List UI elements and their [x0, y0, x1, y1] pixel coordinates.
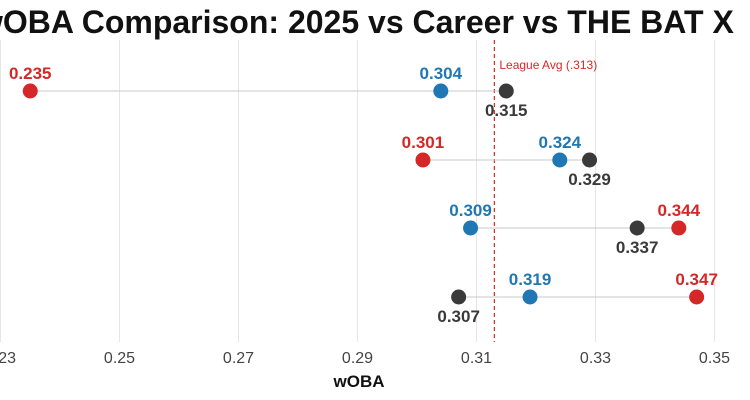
x-tick-label: 0.29	[342, 350, 373, 367]
data-point	[415, 152, 431, 168]
data-label: 0.347	[675, 270, 718, 289]
data-point	[433, 83, 449, 99]
reference-line-group: League Avg (.313)	[493, 40, 597, 342]
data-point	[629, 220, 645, 236]
plot-row: 0.301 0.324 0.329	[402, 133, 611, 189]
data-point	[671, 220, 687, 236]
data-label: 0.309	[449, 201, 492, 220]
chart-title: wOBA Comparison: 2025 vs Career vs THE B…	[0, 0, 750, 50]
data-label: 0.315	[485, 101, 528, 120]
x-tick-label: 0.35	[699, 350, 730, 367]
data-point	[689, 289, 705, 305]
data-point	[498, 83, 514, 99]
plot-rows: 0.235 0.304 0.315 0.301 0.324 0.329 0.309 0.337…	[9, 64, 718, 326]
plot-row: 0.235 0.304 0.315	[9, 64, 528, 120]
data-label: 0.337	[616, 238, 659, 257]
data-label: 0.301	[402, 133, 445, 152]
data-point	[582, 152, 598, 168]
data-point	[451, 289, 467, 305]
x-tick-label: 0.23	[0, 350, 16, 367]
grid-lines	[0, 40, 715, 342]
plot-row: 0.307 0.319 0.347	[437, 270, 718, 326]
x-axis-label: wOBA	[333, 372, 385, 391]
data-point	[552, 152, 568, 168]
data-label: 0.235	[9, 64, 52, 83]
data-label: 0.344	[658, 201, 701, 220]
x-axis: 0.23 0.25 0.27 0.29 0.31 0.33 0.35	[0, 350, 730, 367]
data-point	[522, 289, 538, 305]
data-label: 0.307	[437, 307, 480, 326]
data-point	[22, 83, 38, 99]
chart-title-text: wOBA Comparison: 2025 vs Career vs THE B…	[0, 4, 734, 40]
plot-row: 0.309 0.337 0.344	[449, 201, 700, 257]
data-label: 0.329	[568, 170, 611, 189]
x-tick-label: 0.25	[104, 350, 135, 367]
data-label: 0.319	[509, 270, 552, 289]
data-point	[463, 220, 479, 236]
x-tick-label: 0.27	[223, 350, 254, 367]
reference-line-label: League Avg (.313)	[499, 58, 597, 72]
data-label: 0.304	[420, 64, 463, 83]
x-tick-label: 0.31	[461, 350, 492, 367]
data-label: 0.324	[539, 133, 582, 152]
x-tick-label: 0.33	[580, 350, 611, 367]
